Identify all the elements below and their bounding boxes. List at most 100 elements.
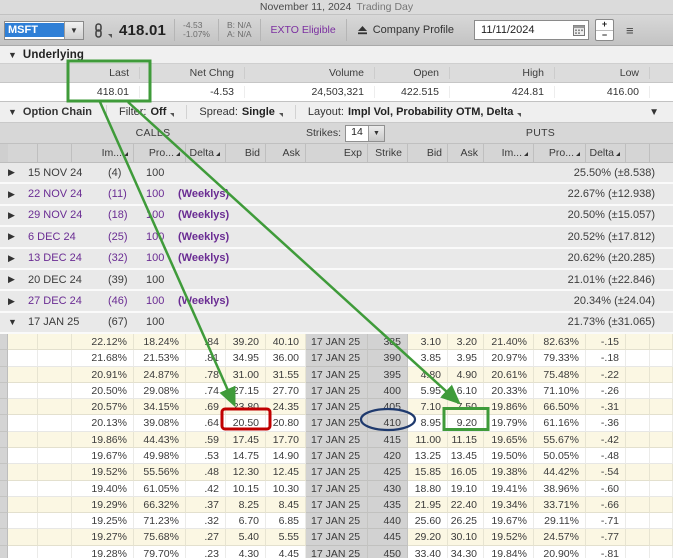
cell-call-bid[interactable]: 39.20 [226, 334, 266, 351]
cell-put-delta[interactable]: -.18 [586, 350, 626, 367]
cell-put-prob-otm[interactable]: 38.96% [534, 480, 586, 497]
cell-call-prob-otm[interactable]: 79.70% [134, 545, 186, 558]
link-windows-icon[interactable] [93, 22, 112, 38]
cell-call-prob-otm[interactable]: 44.43% [134, 431, 186, 448]
cell-strike[interactable]: 400 [368, 382, 408, 400]
cell-call-delta[interactable]: .81 [186, 350, 226, 367]
cell-put-delta[interactable]: -.15 [586, 334, 626, 351]
cell-put-implvol[interactable]: 19.65% [484, 431, 534, 448]
cell-call-implvol[interactable]: 22.12% [72, 334, 134, 351]
cell-put-implvol[interactable]: 19.52% [484, 529, 534, 546]
cell-call-bid[interactable]: 27.15 [226, 382, 266, 400]
cell-call-ask[interactable]: 5.55 [266, 529, 306, 546]
col-header-strike[interactable]: Strike [368, 144, 408, 162]
cell-put-prob-otm[interactable]: 61.16% [534, 415, 586, 432]
menu-list-icon[interactable]: ≡ [626, 22, 634, 38]
cell-put-bid[interactable]: 8.95 [408, 415, 448, 432]
col-header-put-prob[interactable]: Pro... [534, 144, 586, 162]
cell-put-bid[interactable]: 21.95 [408, 496, 448, 514]
col-header-put-implvol[interactable]: Im... [484, 144, 534, 162]
cell-call-delta[interactable]: .27 [186, 529, 226, 546]
cell-expiration[interactable]: 17 JAN 25 [306, 350, 368, 367]
cell-call-ask[interactable]: 4.45 [266, 545, 306, 558]
cell-put-delta[interactable]: -.36 [586, 415, 626, 432]
cell-put-bid[interactable]: 33.40 [408, 545, 448, 558]
company-profile-button[interactable]: Company Profile [345, 19, 464, 41]
cell-call-prob-otm[interactable]: 24.87% [134, 366, 186, 383]
chevron-right-icon[interactable]: ▶ [8, 252, 15, 263]
expiration-row[interactable]: ▶ 29 NOV 24 (18) 100 (Weeklys) 20.50% (±15.05… [0, 205, 673, 228]
cell-call-ask[interactable]: 17.70 [266, 431, 306, 448]
cell-put-prob-otm[interactable]: 33.71% [534, 496, 586, 514]
cell-strike[interactable]: 445 [368, 529, 408, 546]
cell-call-prob-otm[interactable]: 39.08% [134, 415, 186, 432]
cell-put-bid[interactable]: 7.10 [408, 399, 448, 416]
cell-call-implvol[interactable]: 19.40% [72, 480, 134, 497]
spread-control[interactable]: Spread: Single [186, 105, 295, 119]
cell-call-implvol[interactable]: 20.91% [72, 366, 134, 383]
collapse-chevron-icon[interactable]: ▼ [8, 49, 17, 60]
date-field-value[interactable]: 11/11/2024 [481, 24, 535, 36]
cell-call-delta[interactable]: .74 [186, 382, 226, 400]
cell-put-bid[interactable]: 5.95 [408, 382, 448, 400]
cell-put-implvol[interactable]: 20.33% [484, 382, 534, 400]
cell-put-implvol[interactable]: 21.40% [484, 334, 534, 351]
cell-strike[interactable]: 395 [368, 366, 408, 383]
cell-put-ask[interactable]: 9.20 [448, 415, 484, 432]
chevron-right-icon[interactable]: ▶ [8, 295, 15, 306]
cell-call-delta[interactable]: .69 [186, 399, 226, 416]
chevron-right-icon[interactable]: ▶ [8, 188, 15, 199]
cell-put-bid[interactable]: 3.85 [408, 350, 448, 367]
cell-call-ask[interactable]: 6.85 [266, 513, 306, 530]
cell-expiration[interactable]: 17 JAN 25 [306, 480, 368, 497]
cell-put-bid[interactable]: 18.80 [408, 480, 448, 497]
cell-call-delta[interactable]: .59 [186, 431, 226, 448]
cell-put-ask[interactable]: 7.50 [448, 399, 484, 416]
cell-call-ask[interactable]: 31.55 [266, 366, 306, 383]
cell-call-bid[interactable]: 8.25 [226, 496, 266, 514]
cell-call-delta[interactable]: .48 [186, 464, 226, 481]
underlying-section-header[interactable]: ▼ Underlying [0, 46, 673, 64]
col-header-call-ask[interactable]: Ask [266, 144, 306, 162]
date-stepper[interactable]: + − [595, 19, 615, 41]
cell-put-prob-otm[interactable]: 44.42% [534, 464, 586, 481]
cell-strike[interactable]: 405 [368, 399, 408, 416]
cell-expiration[interactable]: 17 JAN 25 [306, 464, 368, 481]
cell-put-delta[interactable]: -.77 [586, 529, 626, 546]
cell-put-ask[interactable]: 13.45 [448, 447, 484, 465]
cell-call-delta[interactable]: .42 [186, 480, 226, 497]
cell-put-delta[interactable]: -.66 [586, 496, 626, 514]
cell-put-implvol[interactable]: 19.41% [484, 480, 534, 497]
cell-call-implvol[interactable]: 19.52% [72, 464, 134, 481]
cell-expiration[interactable]: 17 JAN 25 [306, 399, 368, 416]
cell-strike[interactable]: 430 [368, 480, 408, 497]
cell-strike[interactable]: 425 [368, 464, 408, 481]
cell-call-bid[interactable]: 4.30 [226, 545, 266, 558]
cell-call-prob-otm[interactable]: 61.05% [134, 480, 186, 497]
expiration-row[interactable]: ▶ 15 NOV 24 (4) 100 25.50% (±8.538) [0, 163, 673, 185]
symbol-input[interactable]: MSFT ▼ [4, 20, 84, 40]
cell-put-ask[interactable]: 19.10 [448, 480, 484, 497]
cell-call-implvol[interactable]: 19.27% [72, 529, 134, 546]
cell-put-implvol[interactable]: 19.50% [484, 447, 534, 465]
cell-put-prob-otm[interactable]: 24.57% [534, 529, 586, 546]
filter-control[interactable]: Filter: Off [105, 105, 186, 119]
cell-call-delta[interactable]: .23 [186, 545, 226, 558]
cell-call-ask[interactable]: 12.45 [266, 464, 306, 481]
cell-put-implvol[interactable]: 19.86% [484, 399, 534, 416]
cell-call-implvol[interactable]: 20.57% [72, 399, 134, 416]
cell-call-ask[interactable]: 36.00 [266, 350, 306, 367]
calendar-icon[interactable] [573, 24, 586, 36]
cell-put-delta[interactable]: -.54 [586, 464, 626, 481]
date-step-up-button[interactable]: + [596, 20, 614, 31]
cell-put-delta[interactable]: -.71 [586, 513, 626, 530]
cell-call-bid[interactable]: 23.80 [226, 399, 266, 416]
cell-put-implvol[interactable]: 19.84% [484, 545, 534, 558]
cell-call-bid[interactable]: 34.95 [226, 350, 266, 367]
date-field[interactable]: 11/11/2024 [474, 20, 590, 40]
cell-expiration[interactable]: 17 JAN 25 [306, 529, 368, 546]
cell-put-delta[interactable]: -.60 [586, 480, 626, 497]
cell-call-bid[interactable]: 14.75 [226, 447, 266, 465]
cell-put-implvol[interactable]: 19.34% [484, 496, 534, 514]
cell-put-implvol[interactable]: 20.61% [484, 366, 534, 383]
